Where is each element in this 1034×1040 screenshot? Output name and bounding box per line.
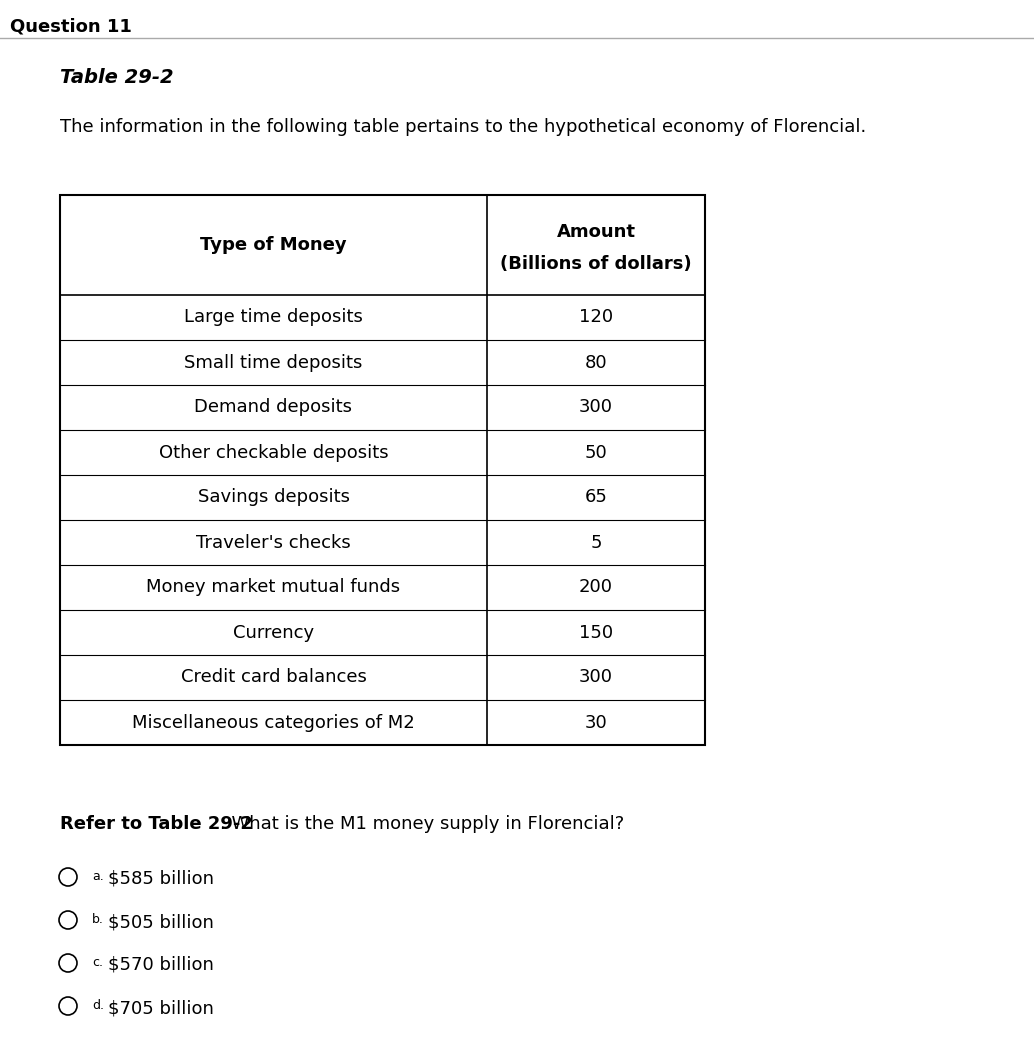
Text: Currency: Currency bbox=[233, 624, 314, 642]
Text: Table 29-2: Table 29-2 bbox=[60, 68, 174, 87]
Text: Large time deposits: Large time deposits bbox=[184, 309, 363, 327]
Text: 300: 300 bbox=[579, 669, 613, 686]
Text: $585 billion: $585 billion bbox=[108, 870, 214, 888]
Text: Type of Money: Type of Money bbox=[201, 236, 346, 254]
Text: Credit card balances: Credit card balances bbox=[181, 669, 366, 686]
Text: Demand deposits: Demand deposits bbox=[194, 398, 353, 416]
Text: . What is the M1 money supply in Florencial?: . What is the M1 money supply in Florenc… bbox=[220, 815, 625, 833]
Text: (Billions of dollars): (Billions of dollars) bbox=[500, 255, 692, 272]
Text: 50: 50 bbox=[584, 443, 607, 462]
Text: d.: d. bbox=[92, 999, 104, 1012]
Text: 150: 150 bbox=[579, 624, 613, 642]
Text: Savings deposits: Savings deposits bbox=[197, 489, 349, 506]
Text: 5: 5 bbox=[590, 534, 602, 551]
Text: c.: c. bbox=[92, 956, 103, 969]
Text: 65: 65 bbox=[584, 489, 607, 506]
Text: Amount: Amount bbox=[556, 223, 636, 241]
Text: $705 billion: $705 billion bbox=[108, 999, 214, 1017]
Text: 200: 200 bbox=[579, 578, 613, 597]
Text: Small time deposits: Small time deposits bbox=[184, 354, 363, 371]
Text: Miscellaneous categories of M2: Miscellaneous categories of M2 bbox=[132, 713, 415, 731]
Bar bbox=[60, 196, 705, 745]
Text: 300: 300 bbox=[579, 398, 613, 416]
Text: 80: 80 bbox=[584, 354, 607, 371]
Text: The information in the following table pertains to the hypothetical economy of F: The information in the following table p… bbox=[60, 118, 866, 136]
Text: 30: 30 bbox=[584, 713, 607, 731]
Text: $570 billion: $570 billion bbox=[108, 956, 214, 974]
Text: Refer to Table 29-2: Refer to Table 29-2 bbox=[60, 815, 253, 833]
Text: a.: a. bbox=[92, 870, 103, 883]
Text: Other checkable deposits: Other checkable deposits bbox=[158, 443, 389, 462]
Text: Traveler's checks: Traveler's checks bbox=[196, 534, 351, 551]
Text: $505 billion: $505 billion bbox=[108, 913, 214, 931]
Text: Money market mutual funds: Money market mutual funds bbox=[147, 578, 400, 597]
Text: Question 11: Question 11 bbox=[10, 18, 132, 36]
Text: 120: 120 bbox=[579, 309, 613, 327]
Text: b.: b. bbox=[92, 913, 103, 926]
